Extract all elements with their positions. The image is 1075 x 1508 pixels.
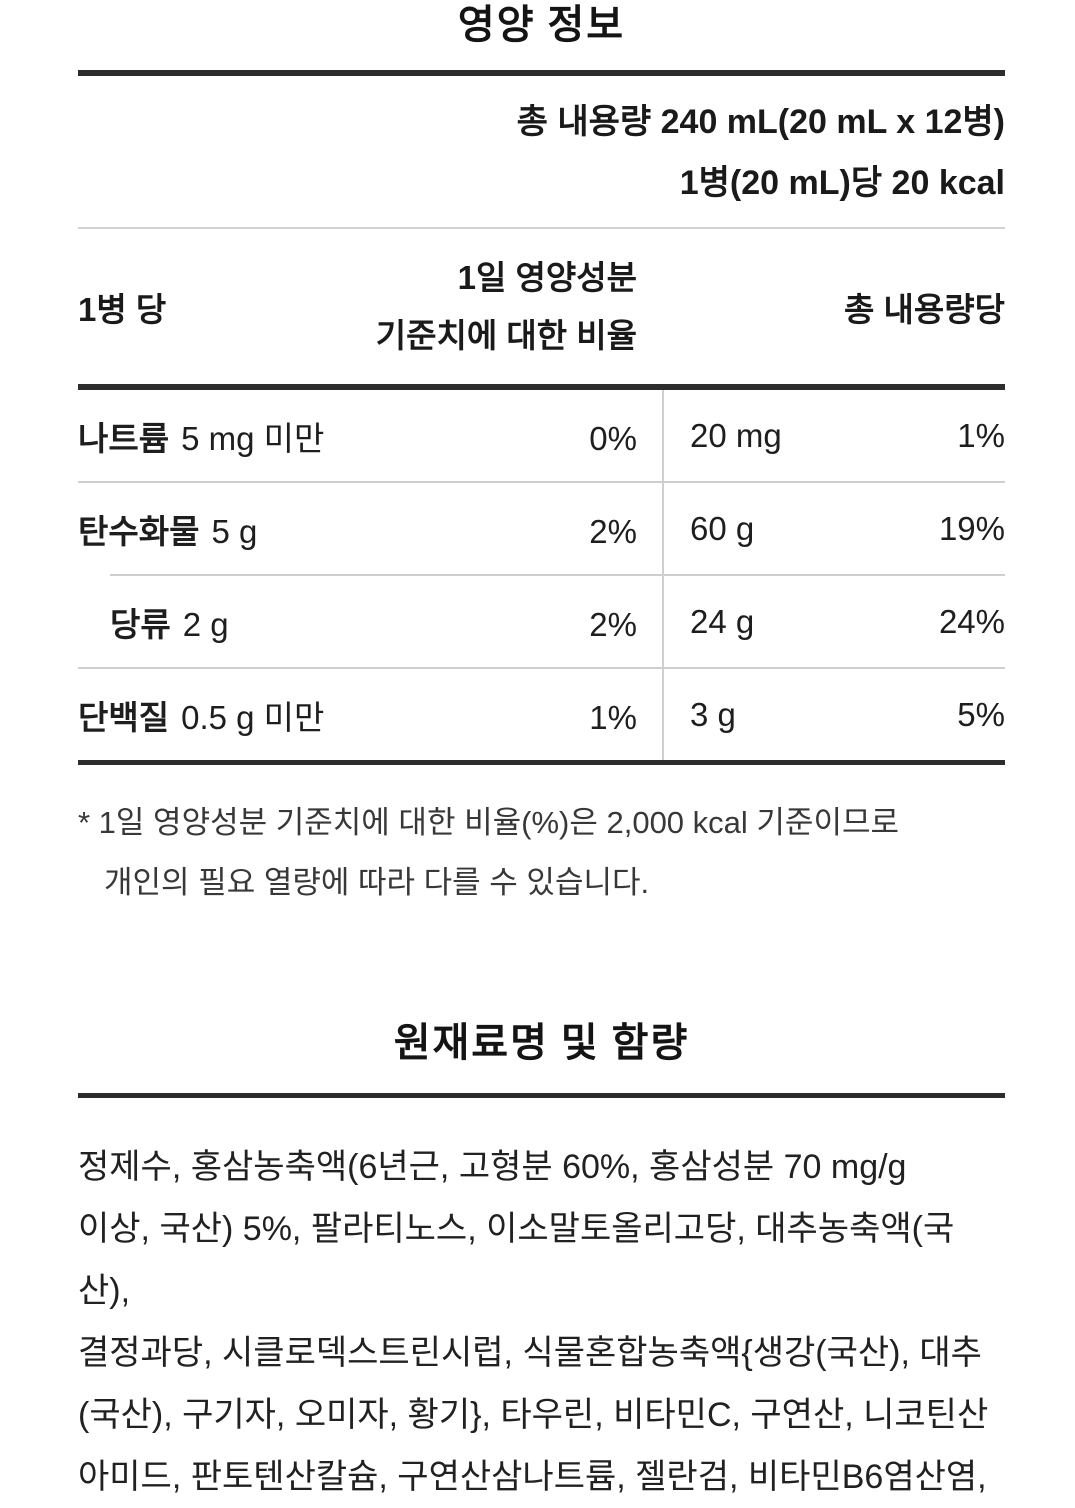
header-daily-value-line1: 1일 영양성분 [457, 258, 637, 296]
total-volume-text: 총 내용량 240 mL(20 mL x 12병) [516, 103, 1005, 141]
ingredients-text: 정제수, 홍삼농축액(6년근, 고형분 60%, 홍삼성분 70 mg/g 이상… [78, 1136, 1005, 1508]
divider-thick-header-bottom [78, 384, 1005, 390]
serving-info: 총 내용량 240 mL(20 mL x 12병) 1병(20 mL)당 20 … [78, 76, 1005, 214]
divider-thick-table-bottom [78, 760, 1005, 765]
divider-thin-header-top [78, 227, 1005, 229]
row-divider [78, 481, 1005, 483]
nutrient-amount: 5 g [211, 512, 258, 550]
nutrient-name: 단백질 [78, 698, 170, 736]
ingredients-line: 이상, 국산) 5%, 팔라티노스, 이소말토올리고당, 대추농축액(국산), [78, 1210, 955, 1310]
ingredients-line: 결정과당, 시클로덱스트린시럽, 식물혼합농축액{생강(국산), 대추 [78, 1334, 982, 1372]
header-per-bottle: 1병 당 [78, 290, 167, 328]
nutrient-name: 탄수화물 [78, 512, 200, 550]
nutrient-total-pct: 19% [938, 509, 1005, 547]
table-row-sodium: 나트륨 5 mg 미만 0% 20 mg 1% [78, 390, 1005, 481]
row-divider-indented [110, 574, 1005, 576]
ingredients-line: 정제수, 홍삼농축액(6년근, 고형분 60%, 홍삼성분 70 mg/g [78, 1148, 907, 1186]
nutrient-total-pct: 24% [938, 602, 1005, 640]
footnote-line2: 개인의 필요 열량에 따라 다를 수 있습니다. [104, 865, 650, 900]
nutrient-amount: 2 g [182, 605, 229, 643]
nutrition-table-header: 1병 당 1일 영양성분 기준치에 대한 비율 총 내용량당 [78, 229, 1005, 384]
nutrient-total-amount: 20 mg [690, 416, 782, 454]
divider-thick-top [78, 70, 1005, 76]
table-row-sugars: 당류 2 g 2% 24 g 24% [78, 576, 1005, 667]
nutrient-total-amount: 60 g [690, 509, 755, 547]
table-row-protein: 단백질 0.5 g 미만 1% 3 g 5% [78, 669, 1005, 760]
nutrition-title: 영양 정보 [457, 2, 626, 47]
nutrition-label: 영양 정보 총 내용량 240 mL(20 mL x 12병) 1병(20 mL… [78, 2, 1005, 1508]
nutrition-table-body: 나트륨 5 mg 미만 0% 20 mg 1% 탄수화물 5 g 2% 60 g 1… [78, 390, 1005, 760]
header-per-total: 총 내용량당 [844, 290, 1005, 328]
table-row-carbohydrate: 탄수화물 5 g 2% 60 g 19% [78, 483, 1005, 574]
nutrient-amount: 5 mg 미만 [181, 419, 325, 457]
nutrient-total-pct: 1% [957, 416, 1005, 454]
nutrient-daily-pct: 2% [589, 512, 637, 550]
ingredients-title: 원재료명 및 함량 [393, 1020, 690, 1065]
row-divider [78, 667, 1005, 669]
daily-value-footnote: * 1일 영양성분 기준치에 대한 비율(%)은 2,000 kcal 기준이므… [78, 793, 1005, 913]
header-daily-value-line2: 기준치에 대한 비율 [375, 316, 637, 354]
divider-thick-ingredients [78, 1093, 1005, 1098]
nutrient-name: 나트륨 [78, 419, 170, 457]
nutrient-total-pct: 5% [957, 695, 1005, 733]
ingredients-line: (국산), 구기자, 오미자, 황기}, 타우린, 비타민C, 구연산, 니코틴… [78, 1396, 989, 1434]
nutrient-daily-pct: 1% [589, 698, 637, 736]
footnote-line1: * 1일 영양성분 기준치에 대한 비율(%)은 2,000 kcal 기준이므… [78, 805, 899, 840]
per-bottle-kcal-text: 1병(20 mL)당 20 kcal [679, 164, 1005, 202]
nutrient-name: 당류 [110, 605, 171, 643]
ingredients-line: 아미드, 판토텐산칼슘, 구연산삼나트륨, 젤란검, 비타민B6염산염, [78, 1458, 987, 1496]
nutrient-total-amount: 3 g [690, 695, 736, 733]
nutrient-total-amount: 24 g [690, 602, 755, 640]
nutrient-daily-pct: 2% [589, 605, 637, 643]
header-daily-value: 1일 영양성분 기준치에 대한 비율 [78, 249, 637, 365]
nutrient-daily-pct: 0% [589, 419, 637, 457]
nutrient-amount: 0.5 g 미만 [181, 698, 325, 736]
